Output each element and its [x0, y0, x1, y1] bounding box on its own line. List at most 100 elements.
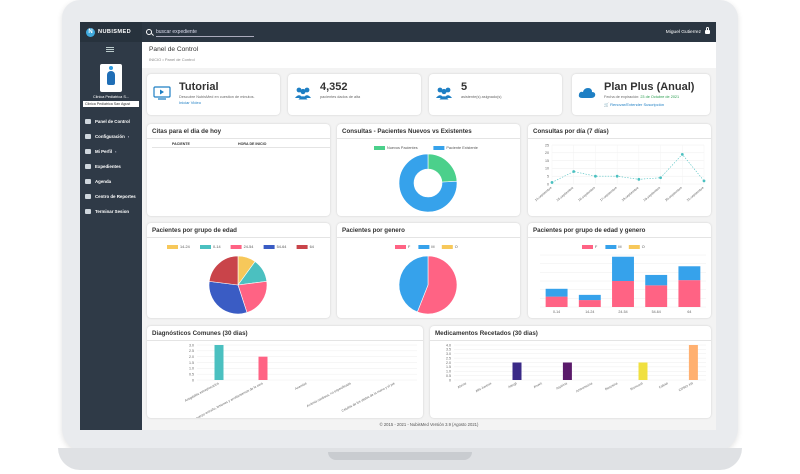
card-title: Pacientes por grupo de edad: [152, 227, 237, 234]
divider: [337, 237, 520, 238]
y-tick-label: 0.5: [446, 374, 451, 378]
pie-slice: [208, 281, 248, 315]
clinic-name: Clinica Pediatrica S...: [92, 95, 130, 99]
lock-icon[interactable]: [705, 27, 710, 34]
chevron-left-icon: ‹: [115, 149, 117, 154]
card-title: Consultas - Pacientes Nuevos vs Existent…: [342, 128, 472, 135]
sidebar-item-terminar-sesion[interactable]: Terminar Sesion: [80, 204, 142, 219]
y-tick-label: 0: [449, 378, 451, 382]
legend-label: 0-14: [213, 245, 221, 249]
y-tick-label: 2.0: [446, 361, 451, 365]
user-menu[interactable]: Miguel Gutierrez: [665, 27, 716, 35]
grupo-edad-card: Pacientes por grupo de edad 14-24 0-14 24-…: [147, 223, 330, 318]
card-title: Pacientes por genero: [342, 227, 405, 234]
stacked-bar-segment: [678, 280, 701, 307]
stacked-bar-segment: [612, 281, 634, 307]
card-title: Medicamentos Recetados (30 dias): [435, 330, 538, 337]
hamburger-menu-icon[interactable]: [106, 47, 114, 52]
renew-subscription-label: Renovar/Extender Suscripción: [610, 102, 665, 107]
stacked-bar-segment: [578, 294, 601, 301]
cloud-icon: [578, 88, 596, 98]
legend-label: 24-54: [244, 245, 254, 249]
sidebar-item-label: Panel de Control: [95, 119, 130, 124]
data-point: [659, 176, 662, 180]
x-tick-label: 14-24: [585, 310, 594, 314]
sidebar-item-label: Configuración: [95, 134, 125, 139]
sidebar-item-mi-perfil[interactable]: Mi Perfil ‹: [80, 144, 142, 159]
user-name: Miguel Gutierrez: [665, 29, 701, 35]
legend-swatch: [433, 146, 445, 150]
x-tick-label: 17-septiembre: [599, 186, 618, 203]
x-tick-label: Besosina: [604, 381, 618, 391]
sidebar-item-label: Mi Perfil: [95, 149, 113, 154]
y-tick-label: 3.0: [446, 352, 451, 356]
y-tick-label: 1.0: [189, 367, 194, 371]
gear-icon: [85, 134, 91, 139]
search-input[interactable]: [156, 27, 254, 37]
donut-chart: Nuevos Pacientes Paciente Existente: [374, 146, 478, 213]
sidebar-item-agenda[interactable]: Agenda: [80, 174, 142, 189]
series-line: [551, 153, 705, 183]
divider: [430, 340, 711, 341]
patients-subtitle: pacientes dados de alta: [320, 95, 361, 99]
legend-swatch: [395, 245, 406, 249]
search-icon[interactable]: [146, 29, 152, 35]
chevron-left-icon: ‹: [127, 134, 130, 139]
clinic-select[interactable]: Clinica Pediatrica San Agust: [83, 101, 139, 107]
patients-stat-card: 4,352 pacientes dados de alta: [288, 74, 421, 115]
users-icon: [436, 87, 452, 100]
sidebar-item-panel[interactable]: Panel de Control: [80, 114, 142, 129]
sidebar-item-label: Centro de Reportes: [95, 194, 136, 199]
stacked-bar-segment: [678, 266, 701, 281]
bar: [214, 345, 224, 380]
sidebar: Clinica Pediatrica S... Clinica Pediatri…: [80, 42, 142, 430]
sidebar-item-expedientes[interactable]: Expedientes: [80, 159, 142, 174]
y-tick-label: 20: [545, 151, 549, 155]
brand[interactable]: N NUBISMED: [80, 22, 142, 42]
x-tick-label: Broncocil: [630, 381, 644, 391]
legend-label: O: [642, 245, 645, 249]
pie-slice: [237, 281, 268, 313]
plan-expiration: Fecha de expiración: 23 de Octubre de 20…: [604, 95, 679, 99]
users-icon: [295, 87, 311, 100]
th-paciente[interactable]: PACIENTE: [172, 142, 190, 146]
start-video-link[interactable]: Iniciar Video: [179, 100, 201, 105]
y-tick-label: 15: [545, 159, 549, 163]
legend-label: 14-24: [180, 245, 190, 249]
tutorial-card[interactable]: Tutorial Descubre NubisMed en cuestion d…: [147, 74, 280, 115]
breadcrumb[interactable]: INICIO • Panel de Control: [149, 57, 195, 62]
x-tick-label: Arritmia cardiaca, no especificada: [306, 381, 352, 408]
tutorial-subtitle: Descubre NubisMed en cuestion de minutos…: [179, 95, 255, 99]
y-tick-label: 2.5: [446, 356, 451, 360]
assistants-stat-card: 5 asistente(s) asignado(s): [429, 74, 562, 115]
legend-swatch: [418, 245, 430, 249]
x-tick-label: 14-septiembre: [534, 186, 553, 203]
video-icon: [153, 86, 171, 100]
x-tick-label: 54-64: [652, 310, 661, 314]
legend-swatch: [441, 245, 453, 249]
legend-label: F: [595, 245, 598, 249]
card-title: Diagnósticos Comunes (30 dias): [152, 330, 248, 337]
edad-genero-card: Pacientes por grupo de edad y genero F M O…: [528, 223, 711, 318]
search-bar: [146, 27, 254, 37]
stacked-bar-segment: [612, 256, 634, 281]
renew-subscription-link[interactable]: 🛒 Renovar/Extender Suscripción: [604, 102, 665, 107]
y-tick-label: 25: [545, 143, 549, 147]
stacked-bar-segment: [545, 288, 568, 297]
sidebar-item-reportes[interactable]: Centro de Reportes: [80, 189, 142, 204]
patients-count: 4,352: [320, 81, 348, 93]
genero-card: Pacientes por genero F M O: [337, 223, 520, 318]
data-point: [550, 181, 554, 184]
x-tick-label: 64: [687, 310, 691, 314]
stacked-bar-segment: [545, 296, 568, 307]
legend-swatch: [167, 245, 178, 249]
bar: [562, 362, 572, 380]
sidebar-item-configuracion[interactable]: Configuración ‹: [80, 129, 142, 144]
th-hora[interactable]: HORA DE INICIO: [238, 142, 267, 146]
x-tick-label: Amigdalitis estreptococica: [184, 381, 220, 403]
stacked-bar-chart: F M O 0-14 14-24 24-54 54-64 64: [540, 245, 706, 314]
sidebar-item-label: Terminar Sesion: [95, 209, 130, 214]
data-point: [615, 174, 619, 178]
age-pie-chart: 14-24 0-14 24-54 54-64 64: [167, 245, 314, 315]
legend-swatch: [605, 245, 617, 249]
